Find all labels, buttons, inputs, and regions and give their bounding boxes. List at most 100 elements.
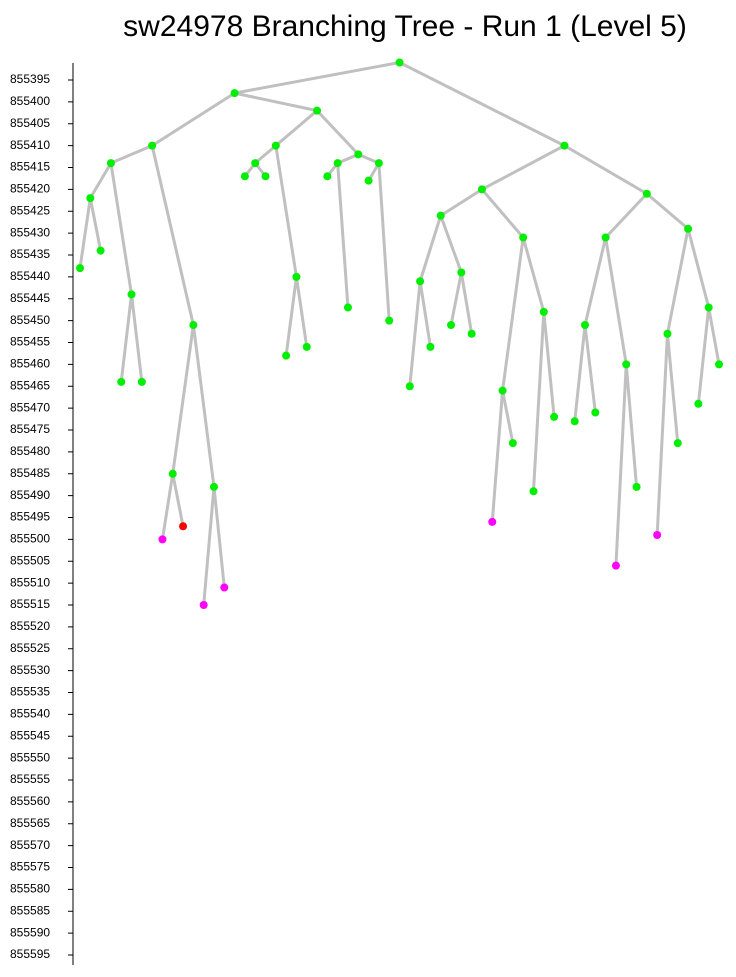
tree-node — [106, 159, 115, 168]
edge — [439, 215, 463, 274]
edge — [109, 162, 134, 295]
edge — [212, 486, 226, 588]
edge — [377, 163, 391, 321]
tree-node — [209, 482, 218, 491]
y-tick-label: 855465 — [10, 378, 50, 392]
chart-title: sw24978 Branching Tree - Run 1 (Level 5) — [123, 10, 687, 43]
tree-node — [76, 264, 84, 273]
tree-node — [581, 321, 590, 329]
y-tick-label: 855420 — [10, 182, 50, 196]
tree-node — [374, 159, 383, 168]
tree-node — [333, 159, 342, 168]
y-tick-label: 855495 — [10, 510, 50, 524]
y-tick-label: 855535 — [10, 685, 50, 699]
tree-node — [405, 382, 414, 391]
y-tick-label: 855530 — [10, 663, 50, 677]
y-tick-label: 855395 — [10, 72, 50, 86]
edge — [130, 294, 144, 383]
tree-node — [261, 172, 270, 181]
edge — [614, 364, 628, 566]
edge — [490, 390, 505, 522]
y-tick-label: 855525 — [10, 641, 50, 655]
tree-node — [323, 172, 332, 181]
tree-node — [189, 321, 198, 329]
tree-node — [694, 399, 703, 408]
tree-node — [560, 141, 569, 150]
tree-node — [343, 303, 352, 312]
y-tick-label: 855405 — [10, 116, 50, 130]
edge — [151, 91, 236, 147]
edge — [521, 237, 546, 313]
tree-node — [704, 303, 713, 312]
tree-node — [96, 246, 105, 255]
tree-node — [684, 224, 693, 233]
y-tick-label: 855570 — [10, 838, 50, 852]
edge — [696, 307, 711, 404]
tree-node — [282, 351, 291, 360]
tree-node — [601, 233, 610, 242]
edge — [254, 144, 277, 165]
edge — [119, 294, 134, 383]
edge — [501, 237, 525, 391]
tree-node — [550, 412, 559, 421]
y-tick-label: 855585 — [10, 903, 50, 917]
tree-node — [488, 517, 497, 526]
y-tick-label: 855580 — [10, 882, 50, 896]
edge — [480, 188, 525, 239]
edge — [604, 192, 648, 239]
y-tick-label: 855500 — [10, 532, 50, 546]
tree-node — [148, 141, 157, 150]
edge — [234, 61, 400, 95]
tree-node — [240, 172, 249, 181]
edge — [274, 145, 298, 278]
edge — [604, 237, 628, 365]
tree-node — [653, 531, 662, 539]
tree-node — [395, 58, 404, 67]
edge — [542, 311, 556, 418]
tree-node — [230, 89, 239, 98]
tree-node — [467, 329, 476, 338]
tree-node — [385, 316, 394, 325]
tree-node — [168, 469, 177, 478]
y-tick-label: 855425 — [10, 203, 50, 217]
y-tick-label: 855515 — [10, 597, 50, 611]
edge — [501, 390, 515, 444]
tree-node — [158, 535, 167, 544]
edge — [573, 324, 587, 422]
edge — [89, 162, 113, 199]
tree-node — [436, 211, 445, 220]
tree-node — [477, 185, 486, 194]
edge — [531, 311, 546, 492]
tree-node — [302, 342, 311, 351]
tree-node — [519, 233, 528, 242]
edge — [315, 109, 360, 156]
tree-node — [313, 106, 322, 115]
y-tick-label: 855510 — [10, 575, 50, 589]
edge — [202, 486, 216, 606]
y-tick-label: 855470 — [10, 400, 50, 414]
edges — [78, 61, 721, 606]
tree-node — [251, 159, 260, 168]
y-tick-label: 855415 — [10, 160, 50, 174]
tree-node — [220, 583, 229, 592]
edge — [150, 145, 195, 326]
edge — [191, 324, 216, 488]
tree-node — [199, 601, 208, 609]
edge — [418, 215, 443, 282]
y-tick-label: 855555 — [10, 772, 50, 786]
y-tick-label: 855410 — [10, 138, 50, 152]
edge — [686, 228, 711, 308]
y-tick-label: 855445 — [10, 291, 50, 305]
y-tick-label: 855575 — [10, 860, 50, 874]
tree-node — [416, 277, 425, 286]
tree-node — [179, 522, 188, 531]
y-tick-label: 855595 — [10, 947, 50, 961]
y-tick-label: 855540 — [10, 707, 50, 721]
y-tick-label: 855450 — [10, 313, 50, 327]
tree-node — [364, 176, 373, 185]
edge — [459, 272, 474, 334]
edge — [439, 188, 483, 217]
tree-node — [632, 482, 641, 491]
edge — [645, 192, 690, 230]
edge — [336, 163, 350, 308]
